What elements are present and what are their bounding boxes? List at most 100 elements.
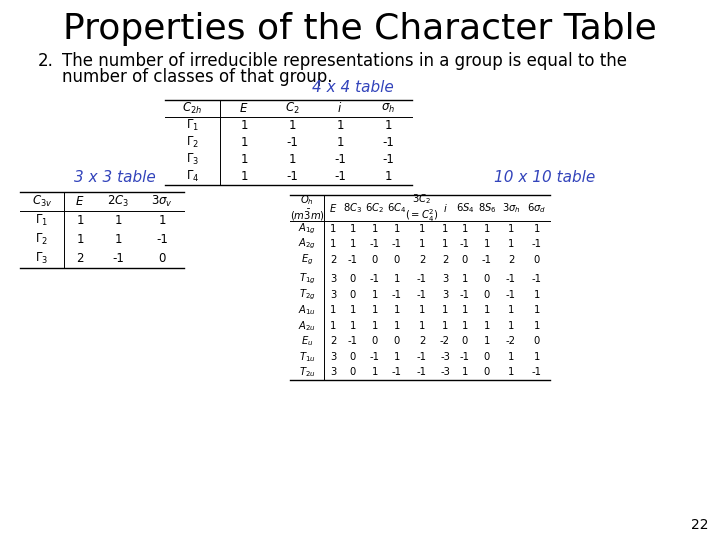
Text: 0: 0: [394, 336, 400, 346]
Text: -1: -1: [532, 274, 542, 284]
Text: $T_{2u}$: $T_{2u}$: [299, 366, 315, 379]
Text: 0: 0: [158, 252, 166, 265]
Text: -1: -1: [370, 239, 380, 249]
Text: -1: -1: [460, 352, 470, 362]
Text: -1: -1: [417, 367, 427, 377]
Text: 1: 1: [394, 305, 400, 315]
Text: $6S_4$: $6S_4$: [456, 201, 474, 215]
Text: 1: 1: [484, 224, 490, 234]
Text: 0: 0: [534, 336, 540, 346]
Text: 1: 1: [419, 224, 426, 234]
Text: 0: 0: [534, 255, 540, 265]
Text: 0: 0: [350, 290, 356, 300]
Text: $T_{2g}$: $T_{2g}$: [299, 287, 315, 302]
Text: -1: -1: [417, 274, 427, 284]
Text: $O_h$
$(m\bar{3}m)$: $O_h$ $(m\bar{3}m)$: [289, 193, 325, 223]
Text: $i$: $i$: [443, 202, 447, 214]
Text: $E_g$: $E_g$: [301, 253, 313, 267]
Text: $3C_2$
$(=C_4^2)$: $3C_2$ $(=C_4^2)$: [405, 192, 439, 224]
Text: 4 x 4 table: 4 x 4 table: [312, 80, 394, 95]
Text: -3: -3: [440, 352, 450, 362]
Text: 1: 1: [350, 305, 356, 315]
Text: 1: 1: [288, 119, 296, 132]
Text: $T_{1g}$: $T_{1g}$: [299, 272, 315, 286]
Text: 1: 1: [419, 239, 426, 249]
Text: -1: -1: [506, 290, 516, 300]
Text: 0: 0: [350, 274, 356, 284]
Text: 1: 1: [484, 239, 490, 249]
Text: -1: -1: [482, 255, 492, 265]
Text: 1: 1: [419, 305, 426, 315]
Text: 1: 1: [508, 321, 514, 330]
Text: $\Gamma_3$: $\Gamma_3$: [186, 152, 199, 167]
Text: $T_{1u}$: $T_{1u}$: [299, 350, 315, 363]
Text: 1: 1: [534, 305, 540, 315]
Text: $E_u$: $E_u$: [301, 334, 313, 348]
Text: 10 x 10 table: 10 x 10 table: [495, 170, 595, 185]
Text: -1: -1: [286, 136, 298, 149]
Text: 1: 1: [350, 224, 356, 234]
Text: 1: 1: [336, 136, 343, 149]
Text: 2: 2: [419, 255, 426, 265]
Text: 1: 1: [350, 321, 356, 330]
Text: $E$: $E$: [329, 202, 337, 214]
Text: $i$: $i$: [338, 102, 343, 116]
Text: 2: 2: [508, 255, 514, 265]
Text: $3\sigma_h$: $3\sigma_h$: [502, 201, 521, 215]
Text: Properties of the Character Table: Properties of the Character Table: [63, 12, 657, 46]
Text: 22: 22: [690, 518, 708, 532]
Text: 1: 1: [350, 239, 356, 249]
Text: -1: -1: [370, 274, 380, 284]
Text: 2: 2: [442, 255, 448, 265]
Text: $C_2$: $C_2$: [284, 101, 300, 116]
Text: $6C_4$: $6C_4$: [387, 201, 407, 215]
Text: 1: 1: [384, 119, 392, 132]
Text: 3: 3: [442, 274, 448, 284]
Text: -1: -1: [334, 170, 346, 183]
Text: 1: 1: [114, 233, 122, 246]
Text: 1: 1: [508, 352, 514, 362]
Text: 1: 1: [372, 321, 378, 330]
Text: 1: 1: [76, 214, 84, 227]
Text: 1: 1: [462, 274, 468, 284]
Text: -1: -1: [334, 153, 346, 166]
Text: -1: -1: [417, 352, 427, 362]
Text: 1: 1: [330, 321, 336, 330]
Text: 0: 0: [462, 336, 468, 346]
Text: 2.: 2.: [38, 52, 54, 70]
Text: $\Gamma_2$: $\Gamma_2$: [35, 232, 48, 247]
Text: 1: 1: [534, 352, 540, 362]
Text: 0: 0: [372, 336, 378, 346]
Text: 1: 1: [240, 153, 248, 166]
Text: 1: 1: [240, 136, 248, 149]
Text: 0: 0: [484, 352, 490, 362]
Text: 1: 1: [384, 170, 392, 183]
Text: 1: 1: [394, 352, 400, 362]
Text: -2: -2: [440, 336, 450, 346]
Text: -1: -1: [506, 274, 516, 284]
Text: 0: 0: [484, 290, 490, 300]
Text: 1: 1: [372, 305, 378, 315]
Text: 1: 1: [288, 153, 296, 166]
Text: 3: 3: [442, 290, 448, 300]
Text: 1: 1: [508, 367, 514, 377]
Text: 1: 1: [484, 305, 490, 315]
Text: 2: 2: [330, 336, 336, 346]
Text: 0: 0: [394, 255, 400, 265]
Text: -1: -1: [392, 367, 402, 377]
Text: -1: -1: [112, 252, 124, 265]
Text: 0: 0: [350, 352, 356, 362]
Text: $A_{2u}$: $A_{2u}$: [298, 319, 316, 333]
Text: -1: -1: [392, 239, 402, 249]
Text: $8C_3$: $8C_3$: [343, 201, 363, 215]
Text: 1: 1: [394, 321, 400, 330]
Text: 2: 2: [419, 336, 426, 346]
Text: 1: 1: [442, 239, 448, 249]
Text: 0: 0: [372, 255, 378, 265]
Text: 1: 1: [442, 321, 448, 330]
Text: $E$: $E$: [239, 102, 248, 115]
Text: $6\sigma_d$: $6\sigma_d$: [528, 201, 546, 215]
Text: 1: 1: [534, 224, 540, 234]
Text: 3: 3: [330, 290, 336, 300]
Text: -1: -1: [382, 136, 394, 149]
